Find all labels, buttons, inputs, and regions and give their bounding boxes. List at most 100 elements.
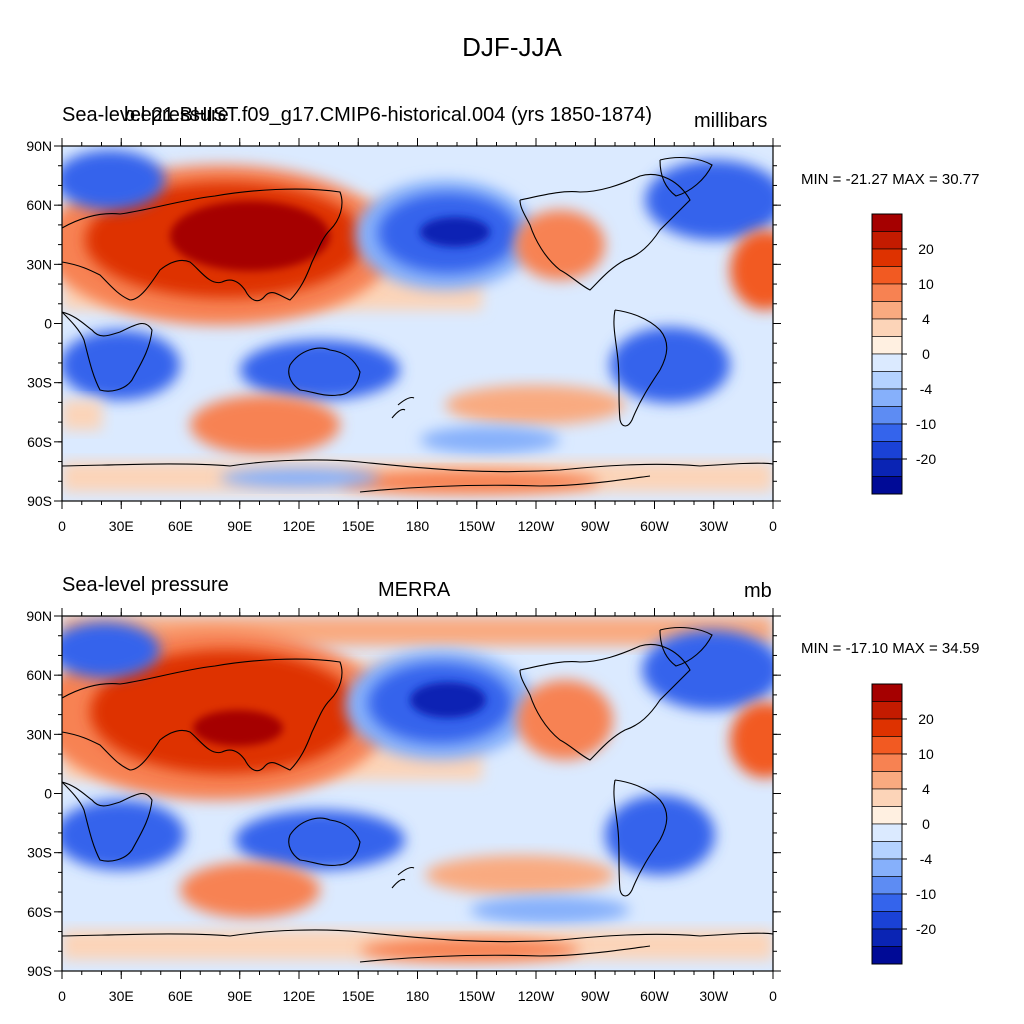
colorbar-swatch [871,353,903,372]
panel2-left-title: Sea-level pressure [62,574,229,596]
x-tick-label: 120W [518,988,555,1004]
x-tick-label: 60W [640,988,670,1004]
x-tick-label: 180 [406,518,430,534]
colorbar-label: -20 [916,921,936,937]
colorbar-swatch [871,406,903,425]
x-tick-label: 0 [769,518,777,534]
colorbar-swatch [871,683,903,702]
panel2-right-title: mb [744,580,772,602]
x-tick-label: 150W [458,988,495,1004]
colorbar-swatch [871,231,903,250]
x-tick-label: 30W [699,518,729,534]
x-tick-label: 0 [58,988,66,1004]
colorbar-swatch [871,441,903,460]
colorbar-label: 20 [918,241,934,257]
colorbar-2: 20 10 4 0 -4 -10 -20 [871,683,936,965]
x-tick-label: 0 [58,518,66,534]
coastlines-2 [62,626,773,963]
colorbar-swatch [871,371,903,390]
map-panel-1: 0 30E 60E 90E 120E 150E 180 150W 120W 90W 60W 30W 09… [26,138,781,534]
colorbar-label: -4 [920,381,933,397]
x-tick-label: 90W [581,518,611,534]
colorbar-label: 0 [922,816,930,832]
colorbar-swatch [871,248,903,267]
y-tick-label: 60S [27,434,52,450]
colorbar-swatch [871,213,903,232]
colorbar-label: 4 [922,311,930,327]
y-tick-label: 90S [27,493,52,509]
map-ticks-2: 0 30E 60E 90E 120E 150E 180 150W 120W 90W 60W 30W 09… [26,608,781,1004]
colorbar-swatch [871,283,903,302]
y-tick-label: 0 [44,316,52,332]
y-tick-label: 90N [26,138,52,154]
x-tick-label: 30E [109,988,134,1004]
figure-title: DJF-JJA [462,32,562,62]
colorbar-1: 20 10 4 0 -4 -10 -20 [871,213,936,495]
y-tick-label: 30S [27,845,52,861]
y-tick-label: 60S [27,904,52,920]
colorbar-swatch [871,788,903,807]
y-tick-label: 60N [26,197,52,213]
colorbar-swatch [871,946,903,965]
panel1-left-title: Sea-level pressure [62,104,229,126]
colorbar-swatch [871,718,903,737]
slp-field-1 [62,146,773,501]
colorbar-label: 20 [918,711,934,727]
colorbar-label: -4 [920,851,933,867]
colorbar-label: 10 [918,746,934,762]
colorbar-swatch [871,823,903,842]
x-tick-label: 120W [518,518,555,534]
colorbar-swatch [871,876,903,895]
x-tick-label: 90E [227,988,252,1004]
panel2-minmax: MIN = -17.10 MAX = 34.59 [801,640,980,657]
colorbar-swatch [871,423,903,442]
x-tick-label: 60E [168,518,193,534]
colorbar-label: 0 [922,346,930,362]
map-ticks-1: 0 30E 60E 90E 120E 150E 180 150W 120W 90W 60W 30W 09… [26,138,781,534]
colorbar-swatch [871,858,903,877]
colorbar-swatch [871,893,903,912]
slp-field-2 [62,616,773,971]
x-tick-label: 90W [581,988,611,1004]
colorbar-label: -10 [916,416,936,432]
colorbar-swatch [871,771,903,790]
y-tick-label: 30N [26,256,52,272]
panel1-center-title: b.e21.BHIST.f09_g17.CMIP6-historical.004… [124,104,653,126]
colorbar-swatch [871,928,903,947]
colorbar-swatch [871,388,903,407]
colorbar-swatch [871,736,903,755]
colorbar-swatch [871,841,903,860]
colorbar-label: -20 [916,451,936,467]
colorbar-swatch [871,806,903,825]
colorbar-swatch [871,476,903,495]
y-tick-label: 30N [26,726,52,742]
colorbar-swatch [871,701,903,720]
colorbar-swatch [871,753,903,772]
panel1-minmax: MIN = -21.27 MAX = 30.77 [801,171,980,188]
colorbar-swatch [871,911,903,930]
colorbar-label: 10 [918,276,934,292]
y-tick-label: 90S [27,963,52,979]
colorbar-label: 4 [922,781,930,797]
x-tick-label: 120E [283,988,316,1004]
colorbar-label: -10 [916,886,936,902]
x-tick-label: 150E [342,988,375,1004]
panel1-right-title: millibars [694,110,768,132]
x-tick-label: 120E [283,518,316,534]
colorbar-swatch [871,301,903,320]
y-tick-label: 0 [44,786,52,802]
x-tick-label: 150W [458,518,495,534]
colorbar-swatch [871,266,903,285]
y-tick-label: 90N [26,608,52,624]
x-tick-label: 30E [109,518,134,534]
panel2-center-title: MERRA [378,579,451,601]
x-tick-label: 60E [168,988,193,1004]
coastlines-1 [62,156,773,493]
y-tick-label: 60N [26,667,52,683]
x-tick-label: 180 [406,988,430,1004]
x-tick-label: 90E [227,518,252,534]
x-tick-label: 0 [769,988,777,1004]
colorbar-swatch [871,318,903,337]
y-tick-label: 30S [27,375,52,391]
